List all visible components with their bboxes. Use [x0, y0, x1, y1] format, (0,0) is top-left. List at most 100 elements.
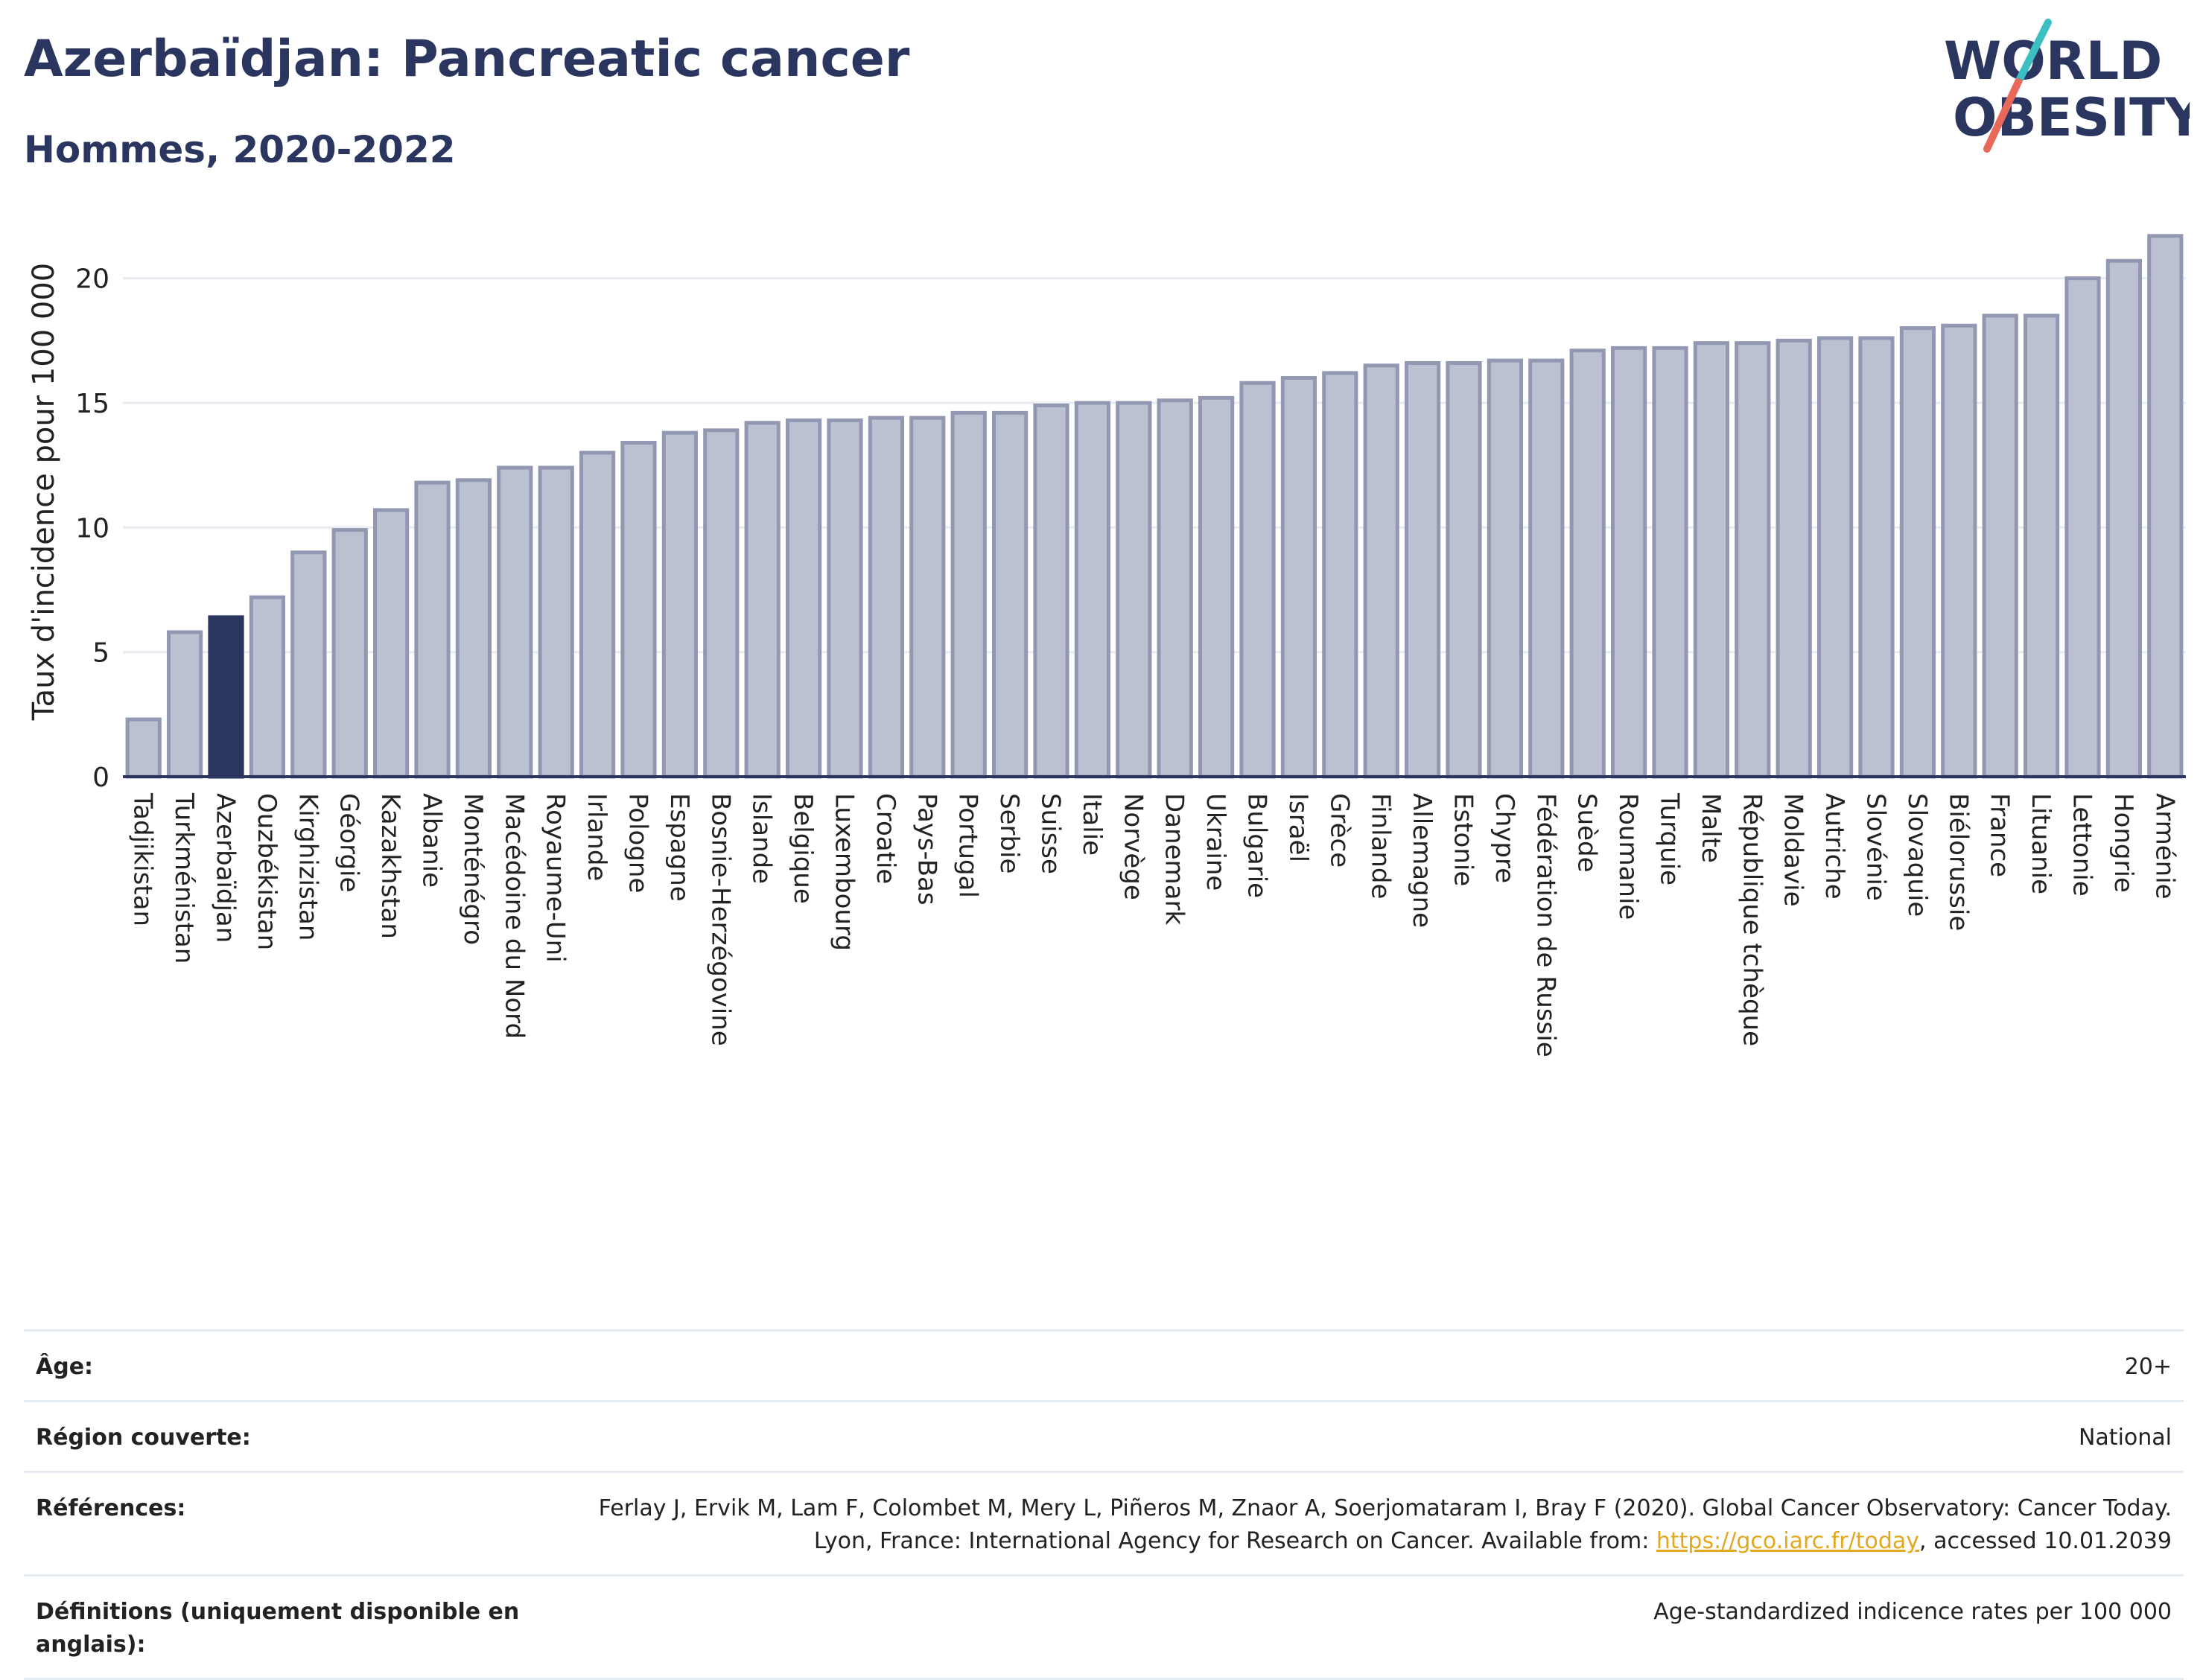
- bar-roumanie: [1610, 346, 1647, 779]
- bar-arm-nie: [2147, 234, 2184, 779]
- x-tick-label: Malte: [1696, 793, 1726, 863]
- references-text: Ferlay J, Ervik M, Lam F, Colombet M, Me…: [598, 1495, 2172, 1554]
- x-tick-label: Azerbaïdjan: [211, 793, 241, 943]
- x-tick-label: Kirghizistan: [293, 793, 322, 941]
- bar-malte: [1693, 341, 1730, 779]
- x-tick-label: Slovénie: [1861, 793, 1891, 901]
- bar-chart: 0 5 10 15 20 Tadjikistan Turkménistan Azerbaïdj…: [27, 234, 2186, 1057]
- bar-bi-lorussie: [1941, 323, 1977, 779]
- x-tick-label: Tadjikistan: [128, 792, 158, 926]
- y-tick-label: 0: [92, 763, 109, 793]
- bar-kazakhstan: [372, 508, 410, 779]
- definitions-label: Définitions (uniquement disponible en an…: [36, 1599, 520, 1658]
- age-value: 20+: [2124, 1354, 2172, 1380]
- logo-line-1: WORLD: [1944, 31, 2162, 92]
- bar-danemark: [1157, 398, 1193, 779]
- x-tick-label: Lituanie: [2026, 793, 2056, 894]
- bar-azerba-djan: [208, 615, 244, 779]
- bar-su-de: [1569, 349, 1606, 779]
- x-tick-label: Suisse: [1036, 793, 1066, 874]
- bar-tadjikistan: [125, 717, 162, 779]
- x-tick-label: Slovaquie: [1902, 793, 1932, 917]
- bar-moldavie: [1776, 338, 1812, 779]
- bar-lituanie: [2023, 314, 2060, 779]
- x-tick-label: Hongrie: [2108, 793, 2138, 893]
- bar-luxembourg: [827, 418, 863, 779]
- bar-royaume-uni: [538, 465, 574, 779]
- y-tick-label: 10: [75, 513, 109, 544]
- bar-turkm-nistan: [166, 630, 203, 779]
- bar-autriche: [1816, 336, 1854, 779]
- bar-estonie: [1446, 360, 1482, 779]
- definitions-value: Age-standardized indicence rates per 100…: [1653, 1599, 2172, 1625]
- region-value: National: [2078, 1425, 2172, 1451]
- bar-kirghizistan: [290, 550, 327, 779]
- x-tick-label: Allemagne: [1407, 793, 1437, 928]
- bar-suisse: [1033, 403, 1069, 779]
- x-tick-label: Finlande: [1366, 793, 1396, 899]
- bar-r-publique-tch-que: [1735, 341, 1771, 779]
- x-tick-label: Croatie: [871, 793, 900, 884]
- references-link[interactable]: https://gco.iarc.fr/today: [1656, 1528, 1920, 1554]
- region-label: Région couverte:: [36, 1425, 251, 1451]
- info-table: Âge: 20+ Région couverte: National Référ…: [24, 1329, 2184, 1680]
- references-value: Ferlay J, Ervik M, Lam F, Colombet M, Me…: [548, 1492, 2172, 1558]
- x-tick-label: Macédoine du Nord: [499, 793, 529, 1039]
- bar-allemagne: [1404, 360, 1441, 779]
- bar-slovaquie: [1899, 326, 1936, 779]
- page-subtitle: Hommes, 2020-2022: [24, 128, 456, 171]
- x-tick-label: Norvège: [1118, 793, 1148, 900]
- x-tick-label: Ukraine: [1201, 793, 1230, 891]
- bars: [125, 234, 2184, 779]
- logo-slash-teal: [2015, 19, 2052, 86]
- x-tick-label: Bulgarie: [1242, 793, 1272, 898]
- bar-bosnie-herz-govine: [703, 428, 740, 779]
- x-tick-label: Bosnie-Herzégovine: [705, 793, 735, 1046]
- x-tick-label: Islande: [747, 793, 777, 884]
- x-tick-label: Albanie: [417, 793, 447, 888]
- x-tick-label: Biélorussie: [1943, 793, 1973, 931]
- bar-slov-nie: [1858, 336, 1895, 779]
- x-tick-label: Moldavie: [1778, 793, 1808, 907]
- bar-albanie: [414, 480, 451, 779]
- age-label: Âge:: [36, 1354, 94, 1380]
- bar-ukraine: [1198, 395, 1235, 779]
- bar-italie: [1074, 401, 1111, 779]
- y-tick-label: 5: [92, 638, 109, 669]
- bar-mac-doine-du-nord: [497, 465, 533, 779]
- bar-bulgarie: [1239, 381, 1276, 779]
- info-row-definitions: Définitions (uniquement disponible en an…: [24, 1574, 2184, 1680]
- x-tick-label: Portugal: [953, 793, 983, 898]
- logo-slash-coral: [1983, 78, 2022, 153]
- x-tick-label: Autriche: [1819, 793, 1849, 900]
- x-tick-label: Espagne: [664, 793, 694, 902]
- bar-gr-ce: [1322, 371, 1358, 779]
- x-tick-label: Danemark: [1160, 793, 1189, 925]
- x-tick-label: Italie: [1077, 793, 1107, 856]
- bar-espagne: [661, 430, 699, 779]
- x-tick-label: Belgique: [788, 793, 818, 904]
- bar-islande: [744, 421, 781, 779]
- y-tick-label: 20: [75, 264, 109, 295]
- bar-portugal: [950, 410, 987, 779]
- x-tick-label: Serbie: [994, 793, 1024, 874]
- x-tick-label: Kazakhstan: [375, 793, 405, 939]
- bar-isra-l: [1280, 376, 1317, 779]
- x-tick-label: Chypre: [1490, 793, 1519, 883]
- x-tick-label: Pays-Bas: [912, 793, 941, 906]
- x-tick-label: France: [1985, 793, 2015, 877]
- x-tick-label: Roumanie: [1613, 793, 1643, 920]
- bar-lettonie: [2064, 276, 2101, 779]
- bar-turquie: [1652, 346, 1688, 779]
- y-axis-label: Taux d'incidence pour 100 000: [27, 263, 61, 721]
- x-tick-label: Pologne: [623, 793, 653, 893]
- x-tick-label: Royaume-Uni: [541, 793, 570, 963]
- x-tick-label: Grèce: [1324, 793, 1354, 868]
- x-tick-label: Irlande: [582, 793, 611, 881]
- x-tick-label: Fédération de Russie: [1530, 793, 1560, 1057]
- y-tick-label: 15: [75, 389, 109, 419]
- x-tick-label: République tchèque: [1737, 793, 1767, 1046]
- bar-pologne: [620, 441, 657, 779]
- page-title: Azerbaïdjan: Pancreatic cancer: [24, 30, 910, 89]
- x-tick-label: Géorgie: [334, 793, 364, 892]
